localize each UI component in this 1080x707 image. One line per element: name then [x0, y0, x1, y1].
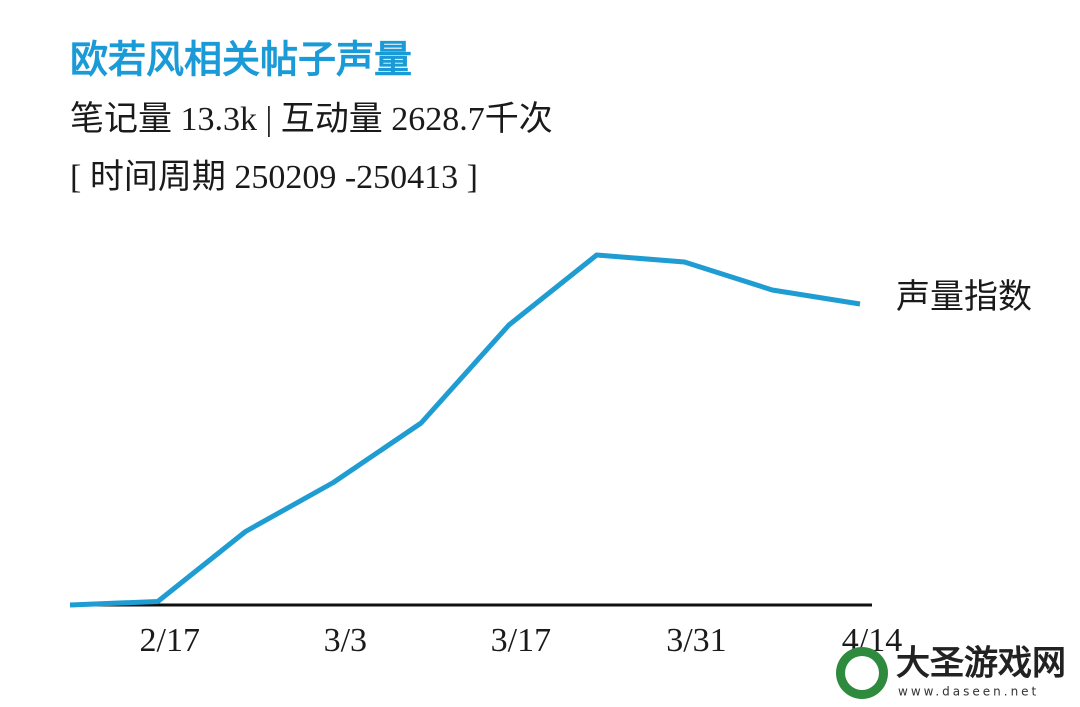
x-tick-label: 3/17 [491, 622, 551, 659]
watermark: 大圣游戏网 www.daseen.net [836, 644, 1066, 699]
x-tick-label: 2/17 [140, 622, 200, 659]
watermark-name: 大圣游戏网 [896, 644, 1066, 684]
watermark-url: www.daseen.net [898, 685, 1039, 699]
subtitle: [ 时间周期 250209 -250413 ] [70, 159, 478, 196]
line [69, 252, 861, 608]
series-label: 声量指数 [896, 278, 1032, 316]
x-tick-label: 3/3 [324, 622, 367, 659]
chart-title: 欧若风相关帖子声量 [70, 40, 412, 82]
x-tick-label: 3/31 [666, 622, 726, 659]
subtitle: 笔记量 13.3k | 互动量 2628.7千次 [70, 100, 553, 138]
watermark-logo [845, 656, 879, 690]
